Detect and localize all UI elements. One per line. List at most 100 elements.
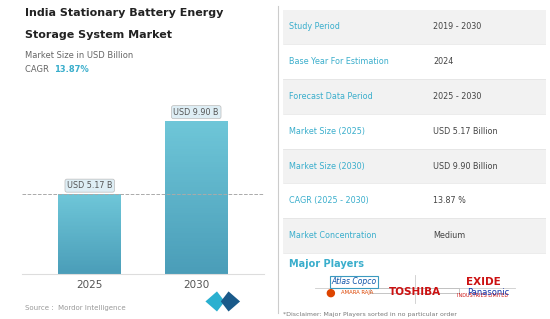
Bar [58,269,121,270]
Text: Study Period: Study Period [289,22,339,32]
Bar [58,243,121,245]
Bar [58,260,121,261]
Bar [58,214,121,215]
Bar [58,270,121,272]
Bar [165,156,228,159]
Bar [58,233,121,234]
Bar [283,183,546,218]
Bar [283,114,546,149]
Bar [58,217,121,218]
Bar [165,172,228,174]
Bar [165,131,228,133]
Bar [58,272,121,273]
Bar [58,261,121,262]
Bar [58,268,121,269]
Bar [58,227,121,229]
Bar [165,164,228,167]
Bar [58,229,121,230]
Bar [165,138,228,141]
Bar [165,151,228,154]
Bar [165,272,228,274]
Text: ●: ● [326,287,336,297]
Text: CAGR: CAGR [25,65,51,74]
Bar [58,263,121,265]
Text: USD 5.17 Billion: USD 5.17 Billion [433,127,498,136]
Bar [165,197,228,200]
Text: 2019 - 2030: 2019 - 2030 [433,22,481,32]
Bar [58,265,121,266]
Bar [370,288,459,293]
Bar [58,273,121,274]
Bar [165,223,228,226]
Bar [165,254,228,256]
Bar [58,204,121,205]
Bar [165,192,228,195]
Bar [58,218,121,219]
Bar [165,259,228,262]
Bar [165,182,228,185]
Bar [165,236,228,239]
Bar [165,159,228,161]
Bar [165,141,228,144]
Bar [283,79,546,114]
Bar [283,149,546,183]
Bar [58,205,121,206]
Text: 13.87%: 13.87% [54,65,89,74]
Bar [58,199,121,201]
Bar [165,241,228,244]
Bar [165,128,228,131]
Text: *Disclaimer: Major Players sorted in no particular order: *Disclaimer: Major Players sorted in no … [283,312,457,317]
Polygon shape [221,292,240,311]
Bar [165,167,228,169]
Bar [58,240,121,241]
Bar [165,174,228,177]
Bar [58,221,121,222]
Bar [58,237,121,238]
Text: TOSHIBA: TOSHIBA [389,287,441,297]
Bar [165,262,228,264]
Bar [58,253,121,254]
Bar [165,264,228,267]
Bar [165,233,228,236]
Bar [165,200,228,203]
Bar [283,218,546,253]
Bar [165,215,228,218]
Bar [165,185,228,187]
Bar [165,180,228,182]
Bar [165,121,228,123]
Bar [165,149,228,151]
Bar [283,44,546,79]
Text: USD 9.90 Billion: USD 9.90 Billion [433,161,498,171]
Bar [58,266,121,268]
Text: Market Size (2030): Market Size (2030) [289,161,364,171]
Text: AMARA RAJA: AMARA RAJA [341,290,373,295]
Bar [58,249,121,250]
Bar [58,210,121,211]
Bar [58,197,121,198]
Bar [165,205,228,208]
Bar [58,245,121,246]
Bar [165,210,228,213]
Bar [58,241,121,242]
Bar [58,219,121,221]
Bar [165,238,228,241]
Bar [58,252,121,253]
Bar [165,246,228,249]
Bar [165,190,228,192]
Bar [165,195,228,197]
Bar [165,126,228,128]
Text: Base Year For Estimation: Base Year For Estimation [289,57,388,66]
Bar [165,267,228,269]
Bar [165,218,228,220]
Bar [58,194,121,195]
Bar [58,202,121,204]
Bar [58,234,121,235]
Bar [58,207,121,209]
Bar [165,161,228,164]
Bar [58,215,121,217]
Bar [58,209,121,210]
Bar [165,133,228,136]
Text: EXIDE: EXIDE [466,277,500,286]
Bar [58,195,121,197]
Bar [58,257,121,258]
